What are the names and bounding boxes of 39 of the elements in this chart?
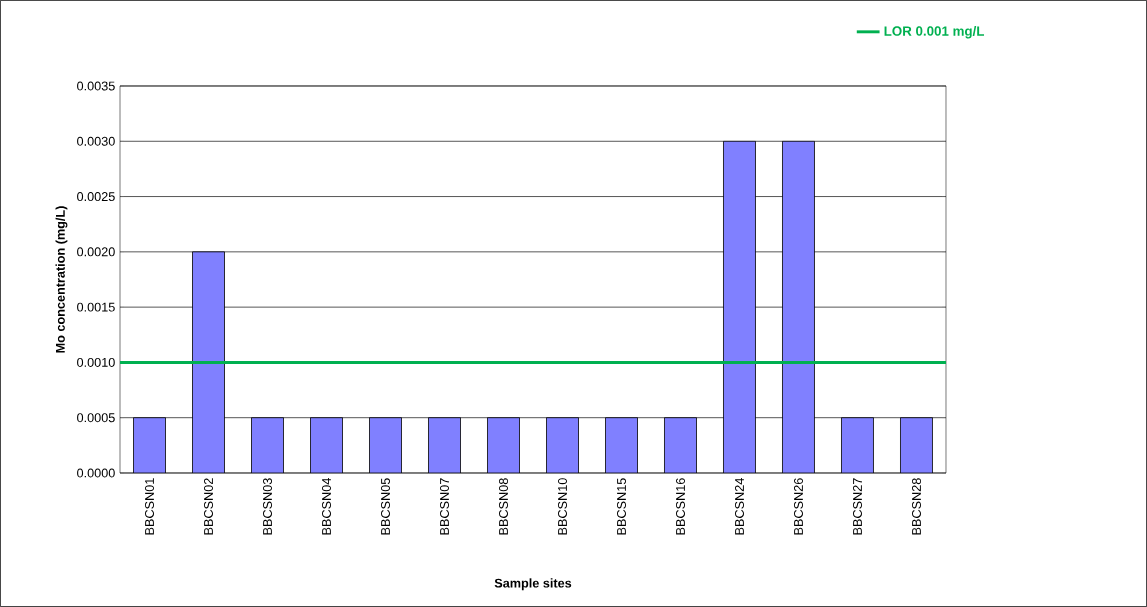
bar bbox=[900, 417, 933, 473]
bar bbox=[251, 417, 284, 473]
x-tick-label: BBCSN26 bbox=[794, 478, 803, 535]
bar bbox=[192, 251, 225, 473]
x-tick-label: BBCSN16 bbox=[676, 478, 685, 535]
bar bbox=[841, 417, 874, 473]
bar bbox=[133, 417, 166, 473]
x-tick-label: BBCSN04 bbox=[322, 478, 331, 535]
y-tick-label: 0.0010 bbox=[77, 357, 115, 367]
x-tick-label: BBCSN15 bbox=[617, 478, 626, 535]
bar bbox=[546, 417, 579, 473]
x-tick-label: BBCSN01 bbox=[145, 478, 154, 535]
y-tick-label: 0.0035 bbox=[77, 81, 115, 91]
bar bbox=[428, 417, 461, 473]
x-tick-label: BBCSN24 bbox=[735, 478, 744, 535]
bar bbox=[664, 417, 697, 473]
bar bbox=[487, 417, 520, 473]
x-axis-title: Sample sites bbox=[494, 578, 572, 591]
x-tick-label: BBCSN03 bbox=[263, 478, 272, 535]
bar bbox=[782, 141, 815, 473]
bar bbox=[369, 417, 402, 473]
x-tick-label: BBCSN27 bbox=[853, 478, 862, 535]
x-tick-label: BBCSN05 bbox=[381, 478, 390, 535]
y-tick-label: 0.0005 bbox=[77, 413, 115, 423]
x-tick-label: BBCSN08 bbox=[499, 478, 508, 535]
x-tick-label: BBCSN28 bbox=[912, 478, 921, 535]
legend-label: LOR 0.001 mg/L bbox=[884, 25, 985, 39]
y-axis-title: Mo concentration (mg/L) bbox=[55, 206, 68, 353]
y-tick-label: 0.0020 bbox=[77, 247, 115, 257]
x-tick-label: BBCSN07 bbox=[440, 478, 449, 535]
y-tick-label: 0.0015 bbox=[77, 302, 115, 312]
y-tick-label: 0.0025 bbox=[77, 192, 115, 202]
x-tick-label: BBCSN02 bbox=[204, 478, 213, 535]
bar bbox=[605, 417, 638, 473]
bar bbox=[723, 141, 756, 473]
bar bbox=[310, 417, 343, 473]
y-tick-label: 0.0030 bbox=[77, 136, 115, 146]
y-tick-label: 0.0000 bbox=[77, 468, 115, 478]
x-tick-label: BBCSN10 bbox=[558, 478, 567, 535]
